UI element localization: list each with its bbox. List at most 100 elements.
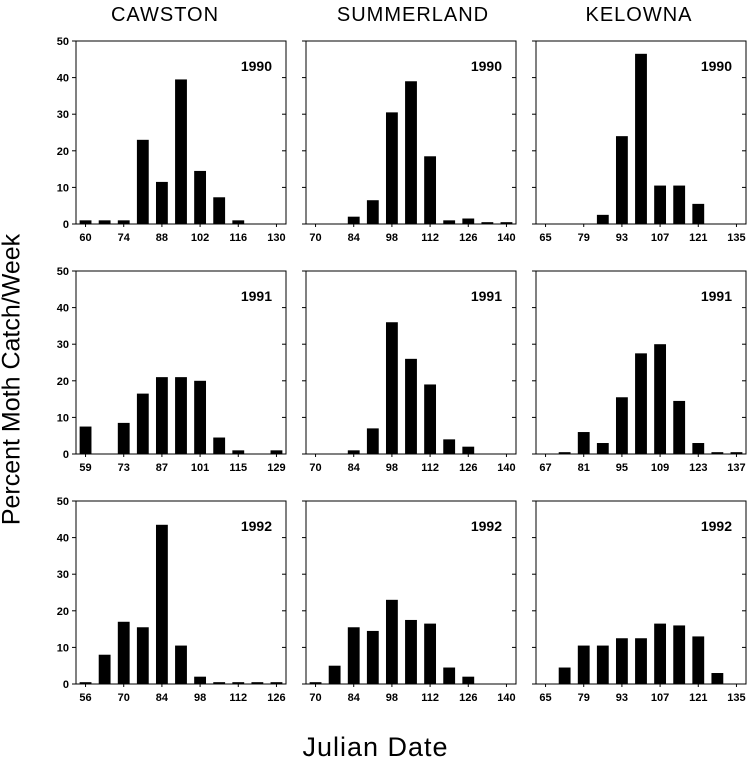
y-tick-label: 50 — [57, 36, 69, 48]
bar — [424, 156, 437, 224]
x-tick-label: 121 — [689, 692, 707, 704]
bar — [654, 185, 667, 224]
bar — [155, 181, 168, 224]
x-tick-label: 112 — [421, 692, 439, 704]
x-tick-label: 121 — [689, 232, 707, 244]
bar — [213, 682, 226, 684]
x-tick-label: 126 — [267, 692, 285, 704]
x-tick-label: 123 — [689, 462, 707, 474]
bar — [443, 439, 456, 454]
x-tick-label: 130 — [267, 232, 285, 244]
bar — [615, 397, 628, 454]
bar — [596, 645, 609, 684]
x-tick-label: 65 — [539, 692, 551, 704]
panel-kelowna-1990: 65 79 93 107 121 135 1990 — [532, 40, 747, 244]
y-tick-label: 0 — [63, 449, 69, 461]
y-tick-label: 20 — [57, 376, 69, 388]
bar — [385, 599, 398, 684]
bar — [98, 220, 111, 224]
bar — [405, 619, 417, 684]
bar — [673, 400, 686, 454]
bar — [385, 112, 398, 224]
x-axis-label: Julian Date — [302, 732, 449, 762]
x-tick-label: 70 — [309, 462, 321, 474]
panel-summerland-1992: 70 84 98 112 126 140 1992 — [302, 500, 517, 704]
bar — [558, 667, 571, 684]
year-label: 1991 — [471, 288, 502, 304]
y-tick-label: 0 — [63, 219, 69, 231]
x-tick-label: 84 — [156, 692, 169, 704]
bar — [194, 676, 207, 684]
bar — [692, 636, 705, 684]
x-tick-label: 115 — [229, 462, 247, 474]
year-label: 1990 — [471, 58, 502, 74]
bar — [251, 682, 264, 684]
year-label: 1991 — [241, 288, 272, 304]
panel-summerland-1991: 70 84 98 112 126 140 1991 — [302, 270, 517, 474]
y-tick-label: 30 — [57, 109, 69, 121]
year-label: 1990 — [241, 58, 272, 74]
x-tick-label: 102 — [191, 232, 209, 244]
x-tick-label: 126 — [459, 232, 477, 244]
bar — [366, 428, 379, 454]
x-tick-label: 98 — [386, 692, 398, 704]
x-tick-label: 98 — [194, 692, 206, 704]
y-tick-label: 30 — [57, 339, 69, 351]
bar — [711, 673, 724, 684]
bar — [347, 216, 360, 224]
x-tick-label: 126 — [459, 692, 477, 704]
bar — [136, 139, 149, 224]
bar — [366, 200, 379, 224]
x-tick-label: 101 — [191, 462, 209, 474]
x-tick-label: 67 — [539, 462, 551, 474]
bar — [443, 220, 456, 224]
bar — [577, 645, 590, 684]
x-tick-label: 87 — [156, 462, 168, 474]
bar — [424, 623, 437, 684]
panel-kelowna-1992: 65 79 93 107 121 135 1992 — [532, 500, 747, 704]
bar — [462, 218, 475, 224]
x-tick-label: 56 — [79, 692, 91, 704]
bar — [136, 393, 149, 454]
x-tick-label: 84 — [348, 232, 361, 244]
y-tick-label: 0 — [63, 679, 69, 691]
bar — [443, 667, 456, 684]
bar — [309, 682, 322, 684]
bar — [136, 627, 149, 684]
bar — [213, 437, 226, 454]
bar — [270, 450, 283, 454]
x-tick-label: 129 — [267, 462, 285, 474]
year-label: 1990 — [701, 58, 732, 74]
x-tick-label: 126 — [459, 462, 477, 474]
x-tick-label: 79 — [578, 692, 590, 704]
panel-summerland-1990: 70 84 98 112 126 140 1990 — [302, 40, 517, 244]
year-label: 1992 — [471, 518, 502, 534]
x-tick-label: 107 — [651, 232, 669, 244]
x-tick-label: 70 — [309, 232, 321, 244]
bar — [194, 380, 207, 454]
year-label: 1992 — [701, 518, 732, 534]
y-tick-label: 10 — [57, 412, 69, 424]
year-label: 1991 — [701, 288, 732, 304]
x-tick-label: 140 — [497, 462, 515, 474]
bar — [615, 638, 628, 684]
x-tick-label: 98 — [386, 462, 398, 474]
x-tick-label: 81 — [578, 462, 590, 474]
panel-kelowna-1991: 67 81 95 109 123 137 1991 — [532, 270, 747, 474]
x-tick-label: 98 — [386, 232, 398, 244]
x-tick-label: 109 — [651, 462, 669, 474]
bar — [711, 452, 724, 454]
bar — [405, 81, 417, 224]
x-tick-label: 84 — [348, 462, 361, 474]
bar — [405, 358, 417, 454]
column-title-cawston: CAWSTON — [110, 4, 220, 26]
bar — [385, 322, 398, 454]
bar — [232, 682, 245, 684]
y-tick-label: 50 — [57, 266, 69, 278]
x-tick-label: 116 — [229, 232, 247, 244]
x-tick-label: 140 — [497, 692, 515, 704]
x-tick-label: 112 — [421, 462, 439, 474]
bar — [155, 524, 168, 684]
x-tick-label: 93 — [616, 692, 628, 704]
